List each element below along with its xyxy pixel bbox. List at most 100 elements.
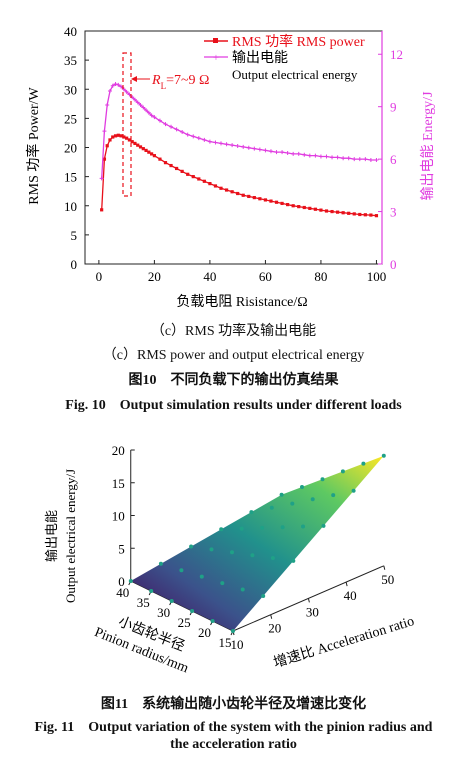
data-point bbox=[130, 140, 134, 144]
figure11-caption-cn: 图11 系统输出随小齿轮半径及增速比变化 bbox=[100, 697, 367, 712]
data-point bbox=[125, 136, 129, 140]
data-point bbox=[207, 139, 212, 144]
data-point bbox=[268, 149, 273, 154]
y-left-tick-label: 40 bbox=[64, 24, 77, 39]
annotation-arrowhead bbox=[131, 76, 137, 82]
surface-sample-point bbox=[199, 574, 204, 579]
data-point bbox=[286, 202, 290, 207]
data-point bbox=[263, 198, 268, 202]
data-point bbox=[100, 208, 104, 212]
figure11-caption-en-line1: Fig. 11 Output variation of the system w… bbox=[34, 720, 433, 735]
x-tick bbox=[345, 581, 348, 587]
surface-sample-point bbox=[149, 589, 154, 593]
data-point bbox=[313, 207, 317, 211]
y-left-tick-label: 10 bbox=[64, 199, 77, 214]
data-point bbox=[369, 213, 373, 217]
data-point bbox=[241, 193, 245, 197]
legend-energy-marker: + bbox=[213, 52, 219, 64]
data-point bbox=[113, 81, 118, 86]
data-point bbox=[105, 144, 109, 148]
data-point bbox=[368, 157, 373, 162]
y-left-tick-label: 30 bbox=[64, 82, 77, 97]
surface-sample-point bbox=[189, 544, 194, 549]
data-point bbox=[124, 89, 129, 94]
surface-sample-point bbox=[158, 561, 163, 566]
data-point bbox=[324, 154, 329, 159]
y-right-tick-label: 9 bbox=[390, 100, 397, 115]
data-point bbox=[363, 157, 368, 162]
data-point bbox=[324, 209, 329, 213]
data-point bbox=[122, 135, 126, 139]
y-left-tick-label: 15 bbox=[64, 170, 77, 185]
surface-sample-point bbox=[340, 469, 345, 474]
y-tick-label: 20 bbox=[198, 625, 211, 640]
data-point bbox=[191, 134, 196, 139]
data-point bbox=[185, 132, 190, 137]
data-point bbox=[158, 157, 162, 161]
data-point bbox=[335, 155, 340, 160]
surface-sample-point bbox=[231, 629, 235, 633]
chart1-y-axis-left-label: RMS 功率 Power/W bbox=[25, 86, 42, 204]
data-point bbox=[230, 143, 235, 148]
data-point bbox=[252, 146, 257, 151]
surface-sample-point bbox=[301, 524, 305, 529]
y-right-tick-label: 12 bbox=[390, 47, 403, 62]
data-point bbox=[274, 200, 279, 204]
data-point bbox=[116, 82, 121, 87]
data-point bbox=[258, 197, 262, 201]
x-tick bbox=[383, 565, 386, 570]
data-point bbox=[141, 105, 146, 110]
data-point bbox=[269, 199, 273, 203]
data-point bbox=[116, 133, 120, 137]
x-tick-label: 40 bbox=[344, 588, 357, 603]
data-point bbox=[202, 137, 207, 142]
data-point bbox=[341, 211, 345, 215]
surface-sample-point bbox=[260, 525, 265, 530]
surface-sample-point bbox=[220, 581, 225, 586]
surface-sample-point bbox=[320, 477, 325, 482]
data-point bbox=[241, 144, 246, 149]
surface-sample-point bbox=[210, 619, 215, 623]
data-point bbox=[319, 208, 323, 212]
z-tick-label: 5 bbox=[118, 541, 125, 556]
data-point bbox=[144, 148, 148, 153]
data-point bbox=[257, 147, 262, 152]
data-point bbox=[196, 136, 201, 141]
figure11-caption-en-line2: the acceleration ratio bbox=[170, 737, 297, 752]
data-point bbox=[163, 161, 168, 165]
data-point bbox=[296, 151, 301, 156]
legend-energy-extra: Output electrical energy bbox=[232, 67, 358, 82]
data-point bbox=[141, 147, 145, 151]
series-line-1 bbox=[101, 83, 377, 179]
figure10-caption-en: Fig. 10 Output simulation results under … bbox=[65, 398, 402, 413]
data-point bbox=[135, 100, 140, 105]
data-point bbox=[374, 214, 379, 218]
y-tick-label: 35 bbox=[137, 595, 150, 610]
data-point bbox=[302, 205, 306, 210]
data-point bbox=[121, 87, 126, 92]
y-left-tick-label: 5 bbox=[71, 228, 78, 243]
data-point bbox=[169, 163, 173, 168]
data-point bbox=[291, 151, 296, 156]
data-point bbox=[169, 124, 174, 129]
x-tick-label: 20 bbox=[148, 269, 161, 284]
data-point bbox=[313, 153, 318, 158]
data-point bbox=[113, 134, 118, 138]
data-point bbox=[132, 97, 137, 102]
data-point bbox=[108, 138, 112, 142]
subfigure-caption-en: （c）RMS power and output electrical energ… bbox=[102, 348, 365, 363]
data-point bbox=[358, 212, 362, 217]
data-point bbox=[347, 211, 351, 215]
surface-sample-point bbox=[280, 525, 285, 530]
surface-sample-point bbox=[351, 488, 356, 493]
x-tick-label: 80 bbox=[314, 269, 327, 284]
data-point bbox=[247, 194, 251, 199]
data-point bbox=[213, 140, 218, 145]
x-tick-label: 40 bbox=[203, 269, 216, 284]
surface-sample-point bbox=[381, 453, 386, 458]
y-left-tick-label: 25 bbox=[64, 111, 77, 126]
chart1-annotation: RL=7~9 Ω bbox=[122, 52, 209, 197]
data-point bbox=[197, 177, 201, 181]
